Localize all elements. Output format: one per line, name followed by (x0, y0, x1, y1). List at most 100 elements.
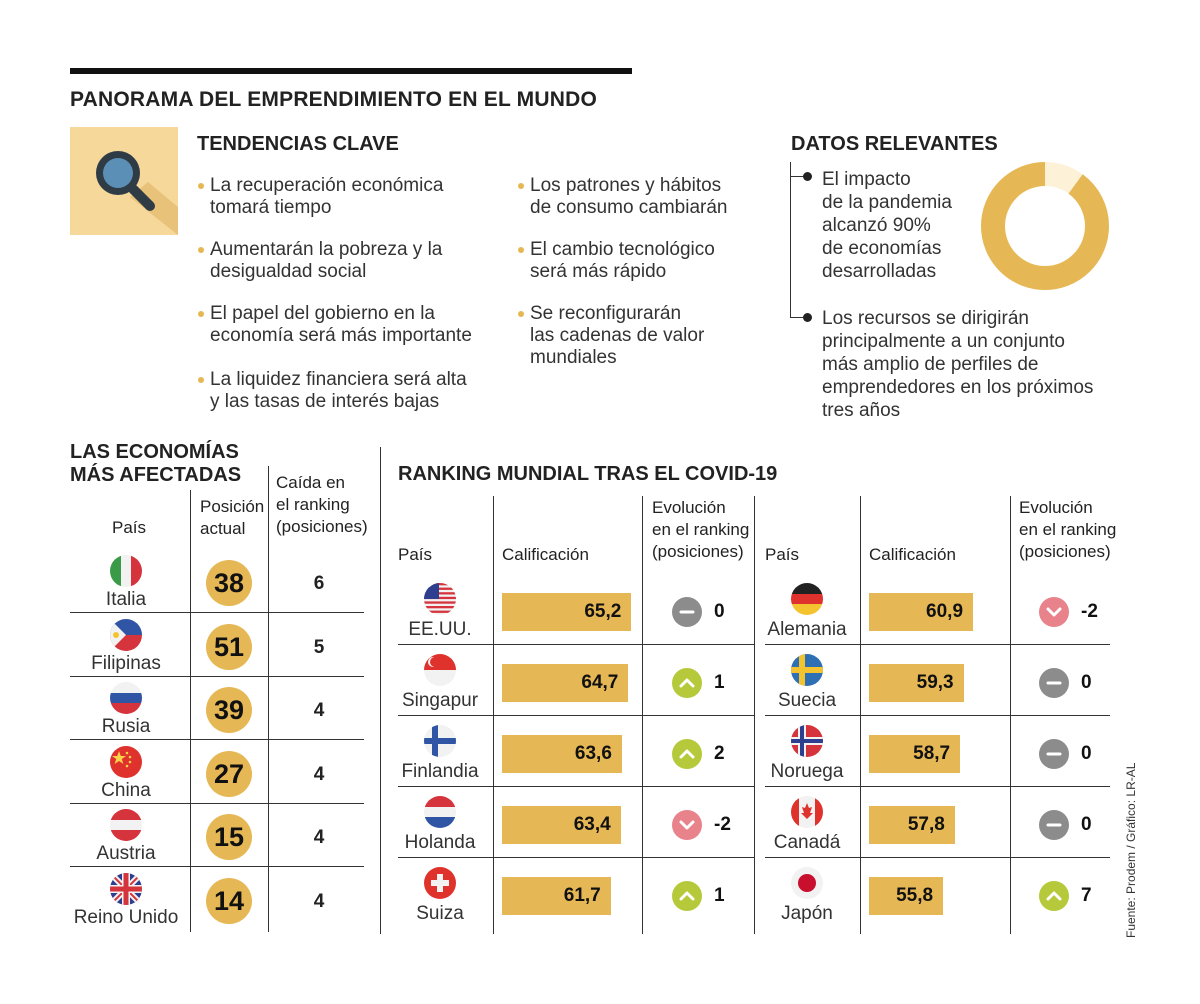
flag-ph-icon (110, 618, 142, 651)
rank-right-country: Canadá (773, 832, 841, 853)
flag-it-icon (110, 555, 142, 587)
datos-dot-1 (803, 172, 812, 181)
rank-right-score-bar: 58,7 (869, 735, 961, 773)
tendencia-left-bullet-2-line-1: economía será más importante (210, 325, 472, 346)
tendencia-right-bullet-2-line-0: Se reconfigurarán (530, 303, 682, 324)
rank-right-score-label: 55,8 (896, 885, 934, 906)
rank-right-score-label: 59,3 (916, 672, 954, 693)
evolution-down-icon (672, 810, 702, 840)
evolution-up-icon (672, 739, 702, 769)
afectada-row-rule (70, 802, 364, 804)
section-divider (380, 447, 381, 934)
tendencia-right-bullet-2-line-1: las cadenas de valor (530, 325, 705, 346)
afectada-country: Austria (96, 843, 156, 864)
rank-left-score-bar: 65,2 (502, 593, 632, 631)
rank-left-score-bar: 64,7 (502, 664, 629, 702)
tendencia-right-bullet-1-line-1: será más rápido (530, 261, 667, 282)
tendencia-left-bullet-2-line-0: El papel del gobierno en la (210, 303, 436, 324)
datos-item-recursos: Los recursos se dirigirán principalmente … (822, 307, 1093, 422)
rank-left-country: Finlandia (401, 761, 479, 782)
datos-2-line-3: emprendedores en los próximos (822, 377, 1094, 398)
tendencia-right-bullet-2: Se reconfigurarán las cadenas de valor mun… (518, 303, 705, 369)
rank-right-score-bar: 60,9 (869, 593, 974, 631)
h-caida-3: (posiciones) (276, 517, 368, 536)
rank-left-score-label: 61,7 (563, 885, 601, 906)
datos-1-line-1: de la pandemia (822, 192, 952, 213)
flag-fi-icon (424, 725, 456, 757)
flag-ru-icon (110, 682, 142, 714)
ranking-drop: 4 (313, 700, 325, 721)
datos-1-line-0: El impacto (822, 169, 911, 190)
h-evo-l2: en el ranking (652, 520, 750, 539)
evolution-same-icon (1039, 668, 1069, 698)
title-rule (70, 68, 632, 74)
position-badge: 27 (206, 750, 252, 797)
datos-tick-1 (790, 176, 806, 177)
position-badge: 15 (206, 814, 252, 860)
rank-right-score-label: 60,9 (926, 601, 964, 622)
h-pos-2: actual (200, 519, 246, 538)
page-title: PANORAMA DEL EMPRENDIMIENTO EN EL MUNDO (70, 88, 597, 111)
afectadas-header-pais: País (112, 518, 147, 537)
flag-gb-icon (110, 872, 142, 905)
tendencia-left-bullet-0-line-1: tomará tiempo (210, 197, 332, 218)
afectada-row-rule (70, 866, 364, 867)
rank-left-country: EE.UU. (408, 619, 472, 640)
bullet-dot (198, 247, 204, 253)
evolution-same-icon (1039, 739, 1069, 769)
rank-left-row-rule (398, 857, 754, 858)
rank-left-header-calif: Calificación (502, 545, 589, 564)
rank-left-score-bar: 61,7 (502, 877, 611, 915)
rank-left-country: Holanda (404, 832, 476, 853)
impact-donut (981, 162, 1109, 290)
rank-left-score-label: 63,4 (573, 814, 611, 835)
rank-right-evolution-value: -2 (1081, 601, 1098, 622)
bullet-dot (198, 311, 204, 317)
rank-right-evolution-value: 0 (1081, 672, 1092, 693)
rank-right-header-calif: Calificación (869, 545, 956, 564)
rank-left-header-evo: Evolución en el ranking (posiciones) (652, 497, 749, 563)
flag-at-icon (110, 809, 142, 841)
datos-2-line-4: tres años (822, 400, 901, 421)
datos-1-line-3: de economías (822, 238, 942, 259)
tendencia-right-bullet-1-line-0: El cambio tecnológico (530, 239, 715, 260)
afectada-country: Rusia (101, 716, 151, 737)
evolution-up-icon (672, 881, 702, 911)
tendencias-title: TENDENCIAS CLAVE (197, 133, 399, 155)
datos-title: DATOS RELEVANTES (791, 133, 998, 155)
rank-left-score-label: 65,2 (584, 601, 622, 622)
afectada-row-rule (70, 612, 364, 613)
h-evo-l1: Evolución (652, 498, 726, 517)
ranking-title: RANKING MUNDIAL TRAS EL COVID-19 (398, 463, 778, 485)
evolution-up-icon (672, 668, 702, 698)
tendencia-left-bullet-1: Aumentarán la pobreza y la desigualdad so… (198, 239, 442, 283)
rank-right-country: Noruega (770, 761, 844, 782)
tendencia-right-bullet-0: Los patrones y hábitos de consumo cambiar… (518, 175, 728, 219)
position-badge: 51 (206, 623, 252, 670)
tendencia-left-bullet-3-line-0: La liquidez financiera será alta (210, 369, 467, 390)
tendencia-right-bullet-0-line-1: de consumo cambiarán (530, 197, 728, 218)
rank-left-evolution-value: 1 (714, 672, 725, 693)
rank-right-evolution-value: 0 (1081, 743, 1092, 764)
afectada-country: China (101, 779, 151, 801)
h-evo-r3: (posiciones) (1019, 542, 1111, 561)
bullet-dot (518, 247, 524, 253)
afectada-country: Filipinas (91, 652, 161, 674)
h-evo-r1: Evolución (1019, 498, 1093, 517)
evolution-same-icon (672, 597, 702, 627)
rank-right-score-bar: 59,3 (869, 664, 964, 702)
rank-left-score-bar: 63,6 (502, 735, 622, 773)
flag-us-icon (424, 583, 456, 615)
afectadas-header-caida: Caída en el ranking (posiciones) (276, 472, 368, 538)
datos-1-line-4: desarrolladas (822, 261, 937, 282)
tendencia-left-bullet-2: El papel del gobierno en la economía será… (198, 303, 472, 347)
datos-2-line-2: más amplio de perfiles de (822, 354, 1039, 375)
bullet-dot (518, 183, 524, 189)
ranking-drop: 4 (313, 890, 325, 912)
rank-left-country: Suiza (416, 903, 464, 924)
bullet-dot (198, 183, 204, 189)
rank-left-score-label: 64,7 (581, 672, 619, 693)
evolution-up-icon (1039, 881, 1069, 911)
rank-left-score-label: 63,6 (574, 743, 612, 764)
rank-right-header-evo: Evolución en el ranking (posiciones) (1019, 497, 1116, 563)
